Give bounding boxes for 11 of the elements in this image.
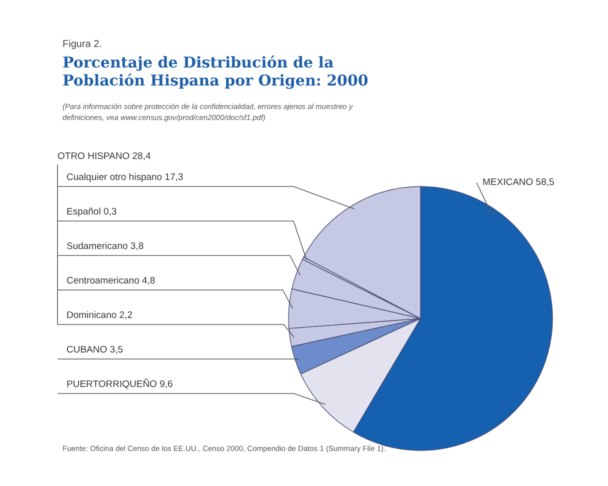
slice-label: Sudamericano 3,8 [66, 241, 144, 252]
slice-label: MEXICANO 58,5 [482, 177, 554, 188]
slice-label: Dominicano 2,2 [66, 310, 133, 321]
chart-title: Porcentaje de Distribución de la Población Hispana por Origen: 2000 [62, 54, 368, 90]
text: Figura 2. [62, 39, 102, 50]
slice-label: Español 0,3 [66, 206, 117, 218]
text: OTRO HISPANO 28,4 [58, 151, 151, 162]
slice-label: Cualquier otro hispano 17,3 [66, 172, 184, 183]
slice-label: Centroamericano 4,8 [66, 276, 156, 286]
slice-label: PUERTORRIQUEÑO 9,6 [66, 378, 173, 390]
slice-label: CUBANO 3,5 [66, 344, 123, 356]
